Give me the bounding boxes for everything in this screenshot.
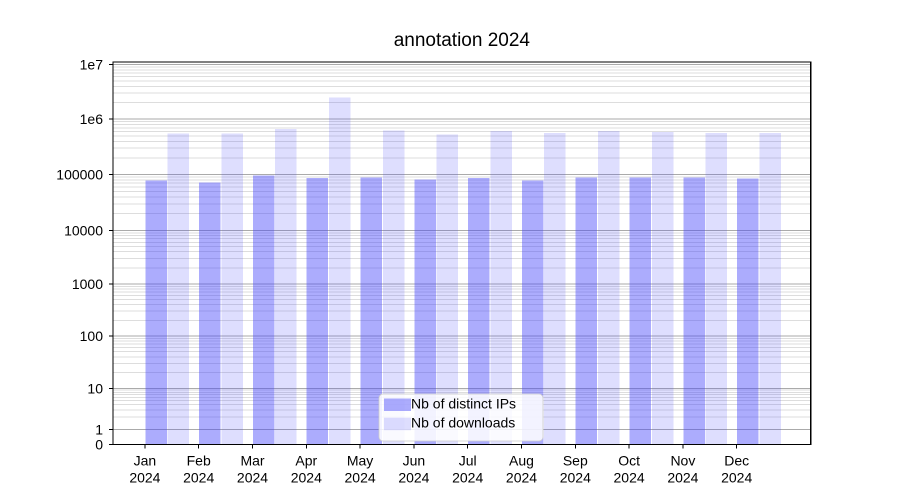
svg-text:Oct: Oct (618, 453, 640, 469)
svg-text:2024: 2024 (560, 470, 591, 486)
svg-text:2024: 2024 (237, 470, 268, 486)
svg-text:2024: 2024 (398, 470, 429, 486)
svg-text:1000: 1000 (72, 276, 103, 292)
svg-text:Apr: Apr (295, 453, 317, 469)
svg-text:Dec: Dec (724, 453, 749, 469)
svg-text:Feb: Feb (187, 453, 211, 469)
svg-text:Nb of downloads: Nb of downloads (411, 415, 515, 431)
svg-text:Mar: Mar (240, 453, 264, 469)
svg-text:2024: 2024 (452, 470, 483, 486)
svg-text:10: 10 (87, 380, 103, 396)
svg-text:1: 1 (95, 421, 103, 437)
svg-text:100: 100 (80, 328, 104, 344)
svg-text:2024: 2024 (129, 470, 160, 486)
svg-text:2024: 2024 (614, 470, 645, 486)
svg-text:2024: 2024 (291, 470, 322, 486)
svg-text:1e7: 1e7 (80, 57, 104, 73)
svg-text:annotation 2024: annotation 2024 (394, 30, 531, 51)
svg-text:Jun: Jun (403, 453, 426, 469)
svg-text:May: May (347, 453, 373, 469)
svg-text:2024: 2024 (667, 470, 698, 486)
svg-text:0: 0 (95, 437, 103, 453)
svg-text:Jul: Jul (459, 453, 477, 469)
svg-text:2024: 2024 (183, 470, 214, 486)
svg-text:2024: 2024 (345, 470, 376, 486)
svg-text:Sep: Sep (563, 453, 588, 469)
svg-text:Jan: Jan (134, 453, 157, 469)
svg-text:1e6: 1e6 (80, 111, 104, 127)
svg-text:10000: 10000 (64, 222, 103, 238)
svg-text:2024: 2024 (721, 470, 752, 486)
svg-text:100000: 100000 (56, 167, 103, 183)
svg-text:2024: 2024 (506, 470, 537, 486)
svg-text:Aug: Aug (509, 453, 534, 469)
svg-text:Nov: Nov (670, 453, 695, 469)
svg-text:Nb of distinct IPs: Nb of distinct IPs (411, 396, 516, 412)
